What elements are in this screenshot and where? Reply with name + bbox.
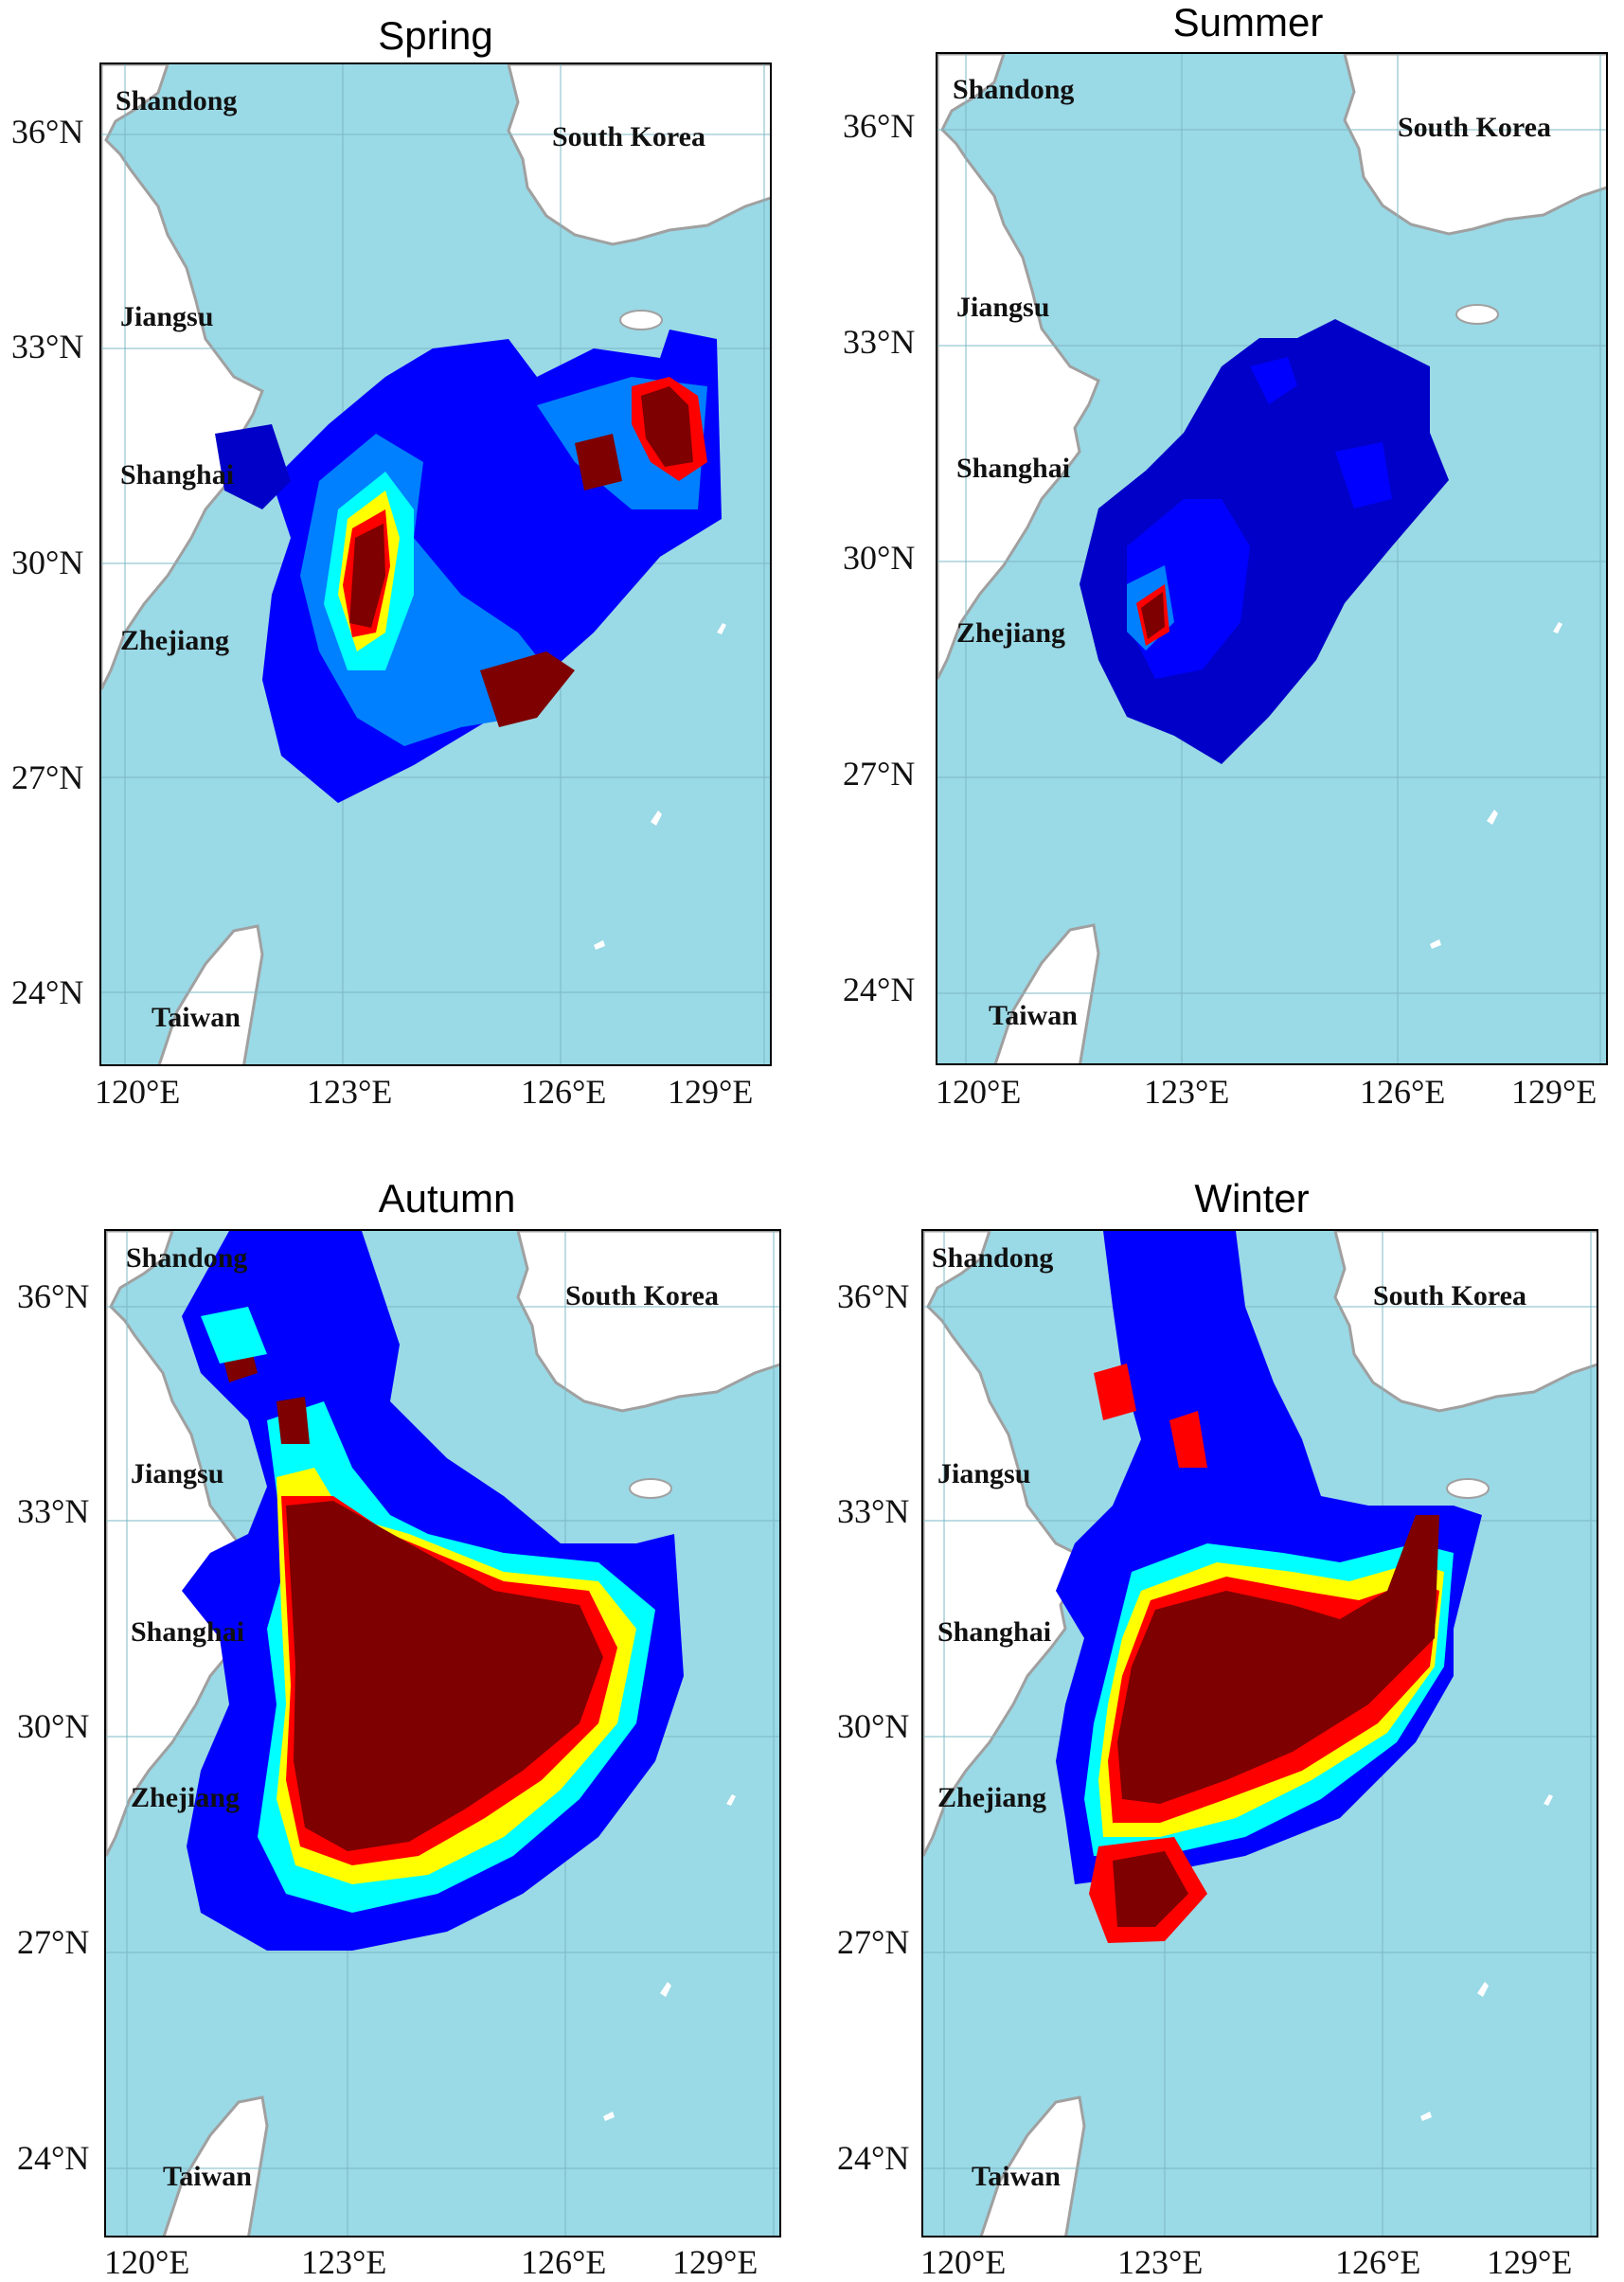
lat-tick-label: 27°N	[837, 1923, 910, 1961]
lat-tick-label: 33°N	[17, 1492, 90, 1530]
panel-title: Spring	[378, 13, 493, 58]
lat-tick-label: 36°N	[843, 107, 916, 145]
place-label-taiwan: Taiwan	[152, 1002, 241, 1033]
lon-tick-label: 129°E	[668, 1073, 754, 1111]
lon-tick-label: 126°E	[521, 1073, 607, 1111]
taiwan-land	[162, 2095, 269, 2236]
place-label-jiangsu: Jiangsu	[956, 292, 1050, 323]
map-area	[921, 1229, 1598, 2237]
place-label-shanghai: Shanghai	[956, 453, 1071, 484]
jeju-island	[1455, 304, 1499, 325]
lon-tick-label: 129°E	[1511, 1073, 1597, 1111]
concentration-field	[1056, 1231, 1482, 1943]
panel-title: Winter	[1194, 1176, 1310, 1221]
place-label-taiwan: Taiwan	[989, 1000, 1078, 1031]
lat-tick-label: 33°N	[843, 323, 916, 361]
map-canvas	[923, 1231, 1597, 2236]
panel-title: Summer	[1172, 0, 1324, 45]
lat-tick-label: 30°N	[837, 1707, 910, 1745]
taiwan-land	[157, 924, 264, 1064]
lat-tick-label: 24°N	[843, 971, 916, 1008]
place-label-shandong: Shandong	[126, 1242, 248, 1274]
lon-tick-label: 120°E	[95, 1073, 181, 1111]
lon-tick-label: 123°E	[1144, 1073, 1230, 1111]
lat-tick-label: 27°N	[17, 1923, 90, 1961]
lat-tick-label: 36°N	[837, 1277, 910, 1315]
korea-land	[1333, 1231, 1597, 1413]
lat-tick-label: 36°N	[11, 113, 84, 151]
lat-tick-label: 36°N	[17, 1277, 90, 1315]
ryukyu-island	[603, 1794, 736, 2121]
lat-tick-label: 27°N	[843, 755, 916, 793]
map-panel-summer: Summer	[812, 0, 1624, 1136]
lon-tick-label: 123°E	[307, 1073, 393, 1111]
jeju-island	[619, 310, 663, 330]
place-label-zhejiang: Zhejiang	[131, 1782, 241, 1813]
place-label-zhejiang: Zhejiang	[956, 617, 1066, 649]
korea-land	[1343, 54, 1606, 236]
korea-land	[507, 64, 770, 246]
lat-tick-label: 24°N	[17, 2139, 90, 2177]
place-label-zhejiang: Zhejiang	[120, 625, 230, 656]
lon-tick-label: 129°E	[672, 2243, 758, 2281]
taiwan-land	[979, 2095, 1086, 2236]
place-label-shandong: Shandong	[953, 74, 1075, 105]
lon-tick-label: 120°E	[936, 1073, 1022, 1111]
place-label-south-korea: South Korea	[1398, 112, 1551, 143]
map-panel-spring: Spring	[0, 0, 812, 1136]
map-panel-autumn: Autumn	[0, 1165, 812, 2281]
lon-tick-label: 126°E	[1335, 2243, 1421, 2281]
taiwan-land	[993, 923, 1100, 1063]
mainland-land	[937, 54, 1100, 680]
place-label-jiangsu: Jiangsu	[131, 1458, 224, 1489]
place-label-shandong: Shandong	[932, 1242, 1054, 1274]
concentration-field	[1080, 319, 1449, 764]
map-canvas	[937, 54, 1606, 1063]
map-panel-winter: Winter	[812, 1165, 1624, 2281]
lon-tick-label: 123°E	[1117, 2243, 1204, 2281]
place-label-zhejiang: Zhejiang	[937, 1782, 1047, 1813]
place-label-taiwan: Taiwan	[972, 2161, 1061, 2192]
place-label-shanghai: Shanghai	[937, 1616, 1052, 1648]
ryukyu-island	[594, 623, 726, 950]
map-canvas	[101, 64, 770, 1064]
korea-land	[516, 1231, 779, 1413]
place-label-jiangsu: Jiangsu	[120, 301, 214, 332]
lat-tick-label: 24°N	[837, 2139, 910, 2177]
lon-tick-label: 120°E	[104, 2243, 190, 2281]
lat-tick-label: 33°N	[837, 1492, 910, 1530]
place-label-shandong: Shandong	[116, 85, 238, 116]
map-canvas	[106, 1231, 779, 2236]
map-area	[104, 1229, 781, 2237]
lat-tick-label: 24°N	[11, 973, 84, 1011]
map-area	[99, 62, 772, 1066]
lon-tick-label: 123°E	[301, 2243, 387, 2281]
lon-tick-label: 129°E	[1487, 2243, 1573, 2281]
place-label-jiangsu: Jiangsu	[937, 1458, 1031, 1489]
jeju-island	[1446, 1478, 1490, 1499]
lon-tick-label: 126°E	[1360, 1073, 1446, 1111]
lon-tick-label: 120°E	[920, 2243, 1007, 2281]
lat-tick-label: 33°N	[11, 328, 84, 365]
mainland-land	[101, 64, 264, 690]
map-area	[936, 52, 1608, 1065]
ryukyu-island	[1420, 1794, 1553, 2121]
place-label-south-korea: South Korea	[565, 1280, 719, 1311]
lat-tick-label: 30°N	[17, 1707, 90, 1745]
concentration-field	[215, 330, 722, 803]
place-label-south-korea: South Korea	[552, 121, 705, 152]
lat-tick-label: 30°N	[11, 544, 84, 581]
jeju-island	[629, 1478, 672, 1499]
lat-tick-label: 30°N	[843, 539, 916, 577]
place-label-taiwan: Taiwan	[163, 2161, 252, 2192]
place-label-shanghai: Shanghai	[131, 1616, 245, 1648]
lat-tick-label: 27°N	[11, 758, 84, 796]
mainland-land	[923, 1231, 1086, 1857]
ryukyu-island	[1430, 622, 1562, 949]
panel-title: Autumn	[378, 1176, 516, 1221]
concentration-field	[182, 1231, 684, 1951]
lon-tick-label: 126°E	[521, 2243, 607, 2281]
place-label-shanghai: Shanghai	[120, 459, 235, 490]
place-label-south-korea: South Korea	[1373, 1280, 1526, 1311]
